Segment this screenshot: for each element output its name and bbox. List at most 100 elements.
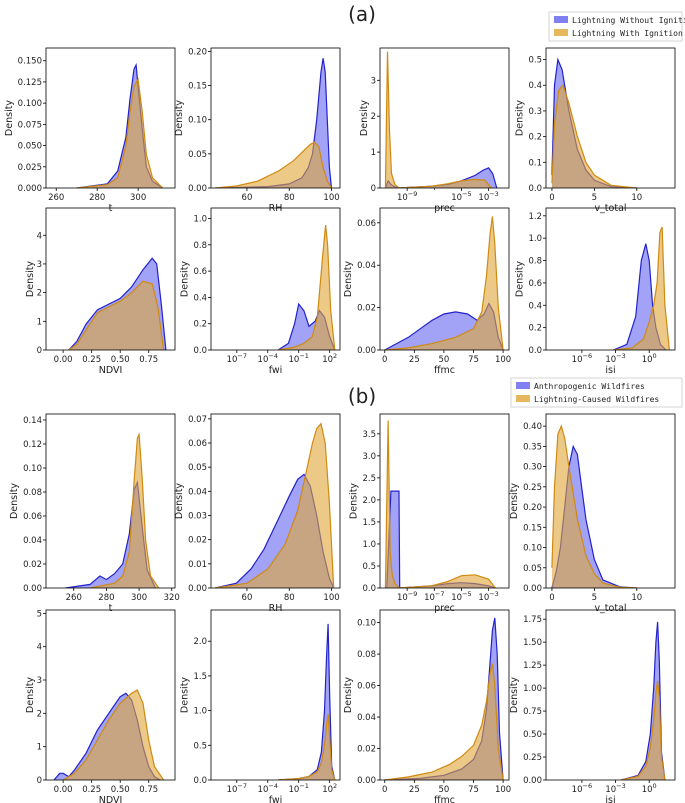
x-tick-label: 0: [549, 193, 554, 203]
y-tick-label: 0.8: [528, 257, 542, 267]
y-tick-label: 1.0: [362, 540, 376, 550]
x-tick-label: 10−4: [258, 782, 278, 795]
y-tick-label: 0.0: [193, 776, 207, 786]
y-axis-label: Density: [9, 483, 20, 519]
panel-b-title: (b): [348, 384, 376, 408]
series-line-2: [384, 663, 504, 780]
axes-frame: [545, 413, 676, 589]
x-tick-label: 0: [382, 785, 387, 795]
y-tick-label: 3: [37, 676, 42, 686]
x-tick-label: 75: [468, 785, 479, 795]
y-tick-label: 0.5: [528, 56, 542, 66]
y-axis-label: Density: [25, 677, 36, 713]
y-tick-label: 0.10: [23, 464, 42, 474]
subplot-b-prec: 10−9 10−7 10−5 10−3 0.0 0.5 1.0 1.5 2.0 2.5 3.0 3.5…: [348, 413, 510, 614]
legend-b-swatch-1: [516, 382, 530, 389]
y-tick-label: 0.2: [528, 324, 542, 334]
x-axis-label: prec: [434, 203, 455, 214]
y-tick-label: 0.00: [23, 584, 42, 594]
subplot-a-fwi: 10−7 10−4 10−1 102 0.0 0.2 0.4 0.6 0.8 1.0 fwi Dens…: [179, 207, 341, 376]
x-tick-label: 10−3: [478, 190, 498, 203]
x-tick-label: 60: [242, 193, 253, 203]
y-tick-label: 1.2: [528, 212, 542, 222]
x-tick-label: 280: [89, 193, 105, 203]
series-line-2: [278, 225, 336, 350]
subplot-b-ffmc: 0 25 50 75 100 0.00 0.02 0.04 0.06 0.08 0.10 ffmc De…: [343, 609, 511, 803]
x-tick-label: 25: [409, 785, 420, 795]
y-tick-label: 0.02: [23, 560, 42, 570]
series-area-2: [385, 420, 496, 588]
y-tick-label: 1.50: [523, 638, 542, 648]
series-line-2: [384, 51, 492, 188]
y-tick-label: 0.4: [528, 301, 542, 311]
x-tick-label: 0: [382, 355, 387, 365]
y-tick-label: 1.75: [523, 615, 542, 625]
series-line-2: [551, 424, 637, 588]
axes-frame: [45, 609, 176, 781]
y-tick-label: 0.5: [362, 562, 376, 572]
y-axis-label: Density: [514, 100, 525, 136]
x-tick-label: 25: [409, 355, 420, 365]
y-tick-label: 0.10: [357, 619, 376, 629]
series-area-2: [215, 423, 334, 588]
series-area-2: [278, 714, 335, 780]
y-tick-label: 0.125: [18, 78, 42, 88]
series-area-2: [68, 281, 164, 350]
legend-a-swatch-2: [554, 29, 568, 36]
y-axis-label: Density: [174, 483, 185, 519]
x-tick-label: 100: [495, 355, 511, 365]
y-tick-label: 0.02: [357, 304, 376, 314]
x-tick-label: 80: [284, 593, 295, 603]
y-tick-label: 0.6: [528, 279, 542, 289]
y-tick-label: 1.0: [528, 234, 542, 244]
x-tick-label: 260: [48, 193, 64, 203]
y-tick-label: 2: [371, 112, 376, 122]
y-tick-label: 4: [37, 231, 42, 241]
x-tick-label: 100: [323, 193, 339, 203]
subplot-b-isi: 10−6 10−3 100 0.00 0.25 0.50 0.75 1.00 1.25 1.50 1…: [509, 609, 676, 803]
x-tick-label: 300: [131, 593, 147, 603]
y-tick-label: 0.150: [18, 57, 42, 67]
y-tick-label: 0.0: [528, 184, 542, 194]
series-area-2: [384, 216, 504, 350]
y-axis-label: Density: [359, 100, 370, 136]
y-tick-label: 0.10: [188, 116, 207, 126]
x-tick-label: 75: [468, 355, 479, 365]
axes-frame: [210, 413, 341, 589]
axes-frame: [379, 207, 510, 351]
x-tick-label: 60: [242, 593, 253, 603]
y-tick-label: 0.20: [188, 47, 207, 57]
y-tick-label: 0.2: [193, 320, 207, 330]
x-tick-label: 10−6: [572, 782, 592, 795]
x-tick-label: 80: [284, 193, 295, 203]
y-tick-label: 0.75: [523, 707, 542, 717]
legend-b-swatch-2: [516, 395, 530, 402]
y-tick-label: 3: [371, 76, 376, 86]
axes-frame: [379, 413, 510, 589]
y-tick-label: 0.06: [188, 439, 207, 449]
x-tick-label: 102: [322, 352, 337, 365]
legend-b-entry-1: Anthropogenic Wildfires: [534, 382, 645, 391]
subplot-b-NDVI: 0.00 0.25 0.50 0.75 0 1 2 3 4 5 NDVI Density: [25, 609, 176, 803]
x-tick-label: 10: [631, 193, 642, 203]
x-tick-label: 10−3: [478, 590, 498, 603]
y-tick-label: 0.10: [523, 544, 542, 554]
x-tick-label: 10−7: [227, 352, 247, 365]
y-axis-label: Density: [509, 483, 520, 519]
subplots: 260 280 3000.0000.0250.0500.0750.1000.1250…: [4, 47, 676, 803]
y-tick-label: 1: [371, 148, 376, 158]
y-tick-label: 0.05: [188, 150, 207, 160]
y-tick-label: 0.25: [523, 753, 542, 763]
series-line-2: [278, 714, 336, 780]
x-tick-label: 10−9: [397, 190, 417, 203]
y-tick-label: 0.04: [23, 536, 42, 546]
y-tick-label: 0.08: [357, 650, 376, 660]
y-tick-label: 0.04: [188, 487, 207, 497]
y-tick-label: 2.0: [362, 496, 376, 506]
y-tick-label: 0.06: [357, 219, 376, 229]
axes-frame: [45, 413, 176, 589]
subplot-a-RH: 60 80 100 0.00 0.05 0.10 0.15 0.20 RH Density: [174, 47, 341, 214]
x-axis-label: t: [109, 603, 113, 614]
x-tick-label: 10−1: [289, 352, 309, 365]
